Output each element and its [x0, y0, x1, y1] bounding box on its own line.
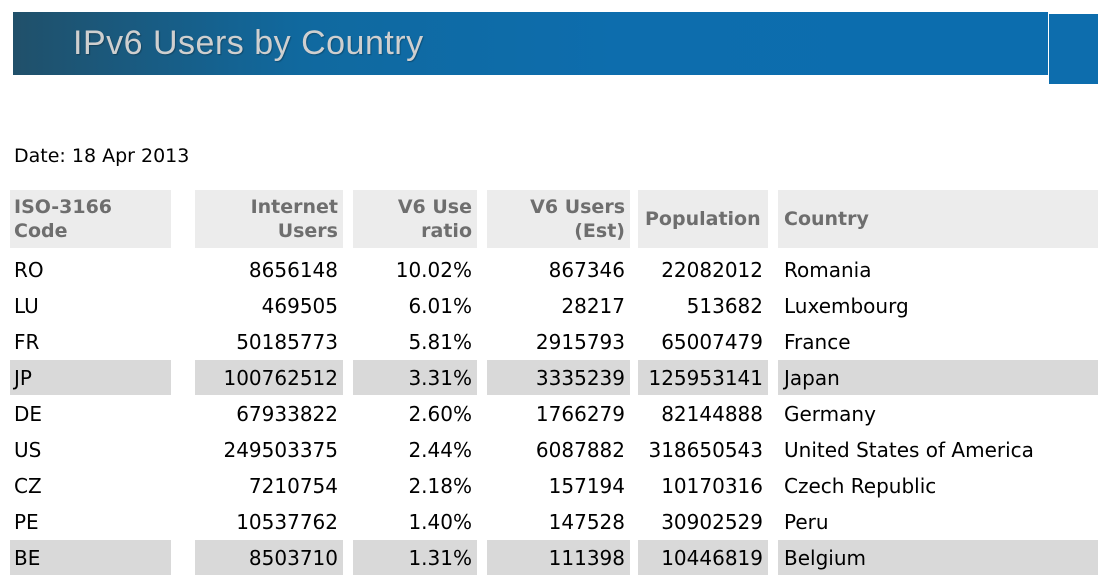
cell-v6-users-est: 28217: [561, 293, 625, 318]
cell-internet-users: 100762512: [195, 360, 343, 395]
cell-country-name: France: [784, 329, 851, 354]
table-body: RO 8656148 10.02% 867346 22082012 Romani…: [10, 252, 1098, 575]
title-bar: IPv6 Users by Country: [13, 12, 1048, 75]
cell-v6-use-ratio: 6.01%: [408, 293, 472, 318]
cell-internet-users: 7210754: [248, 473, 338, 498]
cell-population: 30902529: [661, 509, 763, 534]
cell-country-code: CZ: [14, 473, 42, 498]
table-row: CZ 7210754 2.18% 157194 10170316 Czech R…: [10, 468, 1098, 503]
table-row: FR 50185773 5.81% 2915793 65007479 Franc…: [10, 324, 1098, 359]
page-title: IPv6 Users by Country: [73, 24, 424, 62]
cell-v6-use-ratio: 1.31%: [353, 540, 477, 575]
cell-country-code: DE: [14, 401, 43, 426]
cell-country-name: Romania: [784, 257, 872, 282]
table-row: PE 10537762 1.40% 147528 30902529 Peru: [10, 504, 1098, 539]
table-row: JP 100762512 3.31% 3335239 125953141 Jap…: [10, 360, 1098, 395]
cell-v6-users-est: 1766279: [535, 401, 625, 426]
cell-population: 125953141: [638, 360, 768, 395]
cell-internet-users: 249503375: [223, 437, 338, 462]
cell-internet-users: 8503710: [195, 540, 343, 575]
col-header-v6-users-est: V6 Users (Est): [487, 190, 630, 248]
ipv6-users-table: ISO-3166 Code Internet Users V6 Use rati…: [10, 190, 1098, 576]
cell-v6-use-ratio: 5.81%: [408, 329, 472, 354]
cell-country-name: Japan: [778, 360, 1098, 395]
cell-population: 318650543: [648, 437, 763, 462]
cell-internet-users: 469505: [261, 293, 338, 318]
cell-population: 10446819: [638, 540, 768, 575]
cell-country-name: United States of America: [784, 437, 1034, 462]
cell-v6-users-est: 3335239: [487, 360, 630, 395]
cell-country-name: Peru: [784, 509, 829, 534]
table-row: BE 8503710 1.31% 111398 10446819 Belgium: [10, 540, 1098, 575]
table-row: LU 469505 6.01% 28217 513682 Luxembourg: [10, 288, 1098, 323]
cell-v6-use-ratio: 1.40%: [408, 509, 472, 534]
cell-v6-users-est: 867346: [548, 257, 625, 282]
cell-v6-use-ratio: 10.02%: [395, 257, 472, 282]
table-row: DE 67933822 2.60% 1766279 82144888 Germa…: [10, 396, 1098, 431]
col-header-iso-3166-code: ISO-3166 Code: [10, 190, 171, 248]
col-header-internet-users: Internet Users: [195, 190, 343, 248]
cell-population: 82144888: [661, 401, 763, 426]
col-header-country: Country: [778, 190, 1098, 248]
date-label: Date: 18 Apr 2013: [14, 145, 190, 167]
cell-population: 65007479: [661, 329, 763, 354]
cell-country-code: LU: [14, 293, 39, 318]
cell-country-code: US: [14, 437, 42, 462]
cell-internet-users: 67933822: [236, 401, 338, 426]
cell-population: 10170316: [661, 473, 763, 498]
cell-v6-users-est: 157194: [548, 473, 625, 498]
cell-population: 513682: [686, 293, 763, 318]
cell-country-code: JP: [10, 360, 171, 395]
cell-internet-users: 10537762: [236, 509, 338, 534]
cell-v6-use-ratio: 3.31%: [353, 360, 477, 395]
cell-v6-use-ratio: 2.18%: [408, 473, 472, 498]
cell-country-code: PE: [14, 509, 39, 534]
cell-v6-use-ratio: 2.60%: [408, 401, 472, 426]
col-header-v6-use-ratio: V6 Use ratio: [353, 190, 477, 248]
cell-v6-users-est: 6087882: [535, 437, 625, 462]
cell-internet-users: 8656148: [248, 257, 338, 282]
cell-country-name: Luxembourg: [784, 293, 909, 318]
table-row: US 249503375 2.44% 6087882 318650543 Uni…: [10, 432, 1098, 467]
cell-v6-users-est: 147528: [548, 509, 625, 534]
cell-population: 22082012: [661, 257, 763, 282]
title-bar-accent-block: [1049, 14, 1098, 84]
cell-internet-users: 50185773: [236, 329, 338, 354]
cell-country-code: FR: [14, 329, 40, 354]
cell-v6-users-est: 111398: [487, 540, 630, 575]
cell-country-name: Czech Republic: [784, 473, 937, 498]
table-header-row: ISO-3166 Code Internet Users V6 Use rati…: [10, 190, 1098, 248]
col-header-population: Population: [638, 190, 768, 248]
cell-country-code: RO: [14, 257, 44, 282]
cell-v6-users-est: 2915793: [535, 329, 625, 354]
table-row: RO 8656148 10.02% 867346 22082012 Romani…: [10, 252, 1098, 287]
cell-country-code: BE: [10, 540, 171, 575]
cell-v6-use-ratio: 2.44%: [408, 437, 472, 462]
cell-country-name: Belgium: [778, 540, 1098, 575]
cell-country-name: Germany: [784, 401, 876, 426]
